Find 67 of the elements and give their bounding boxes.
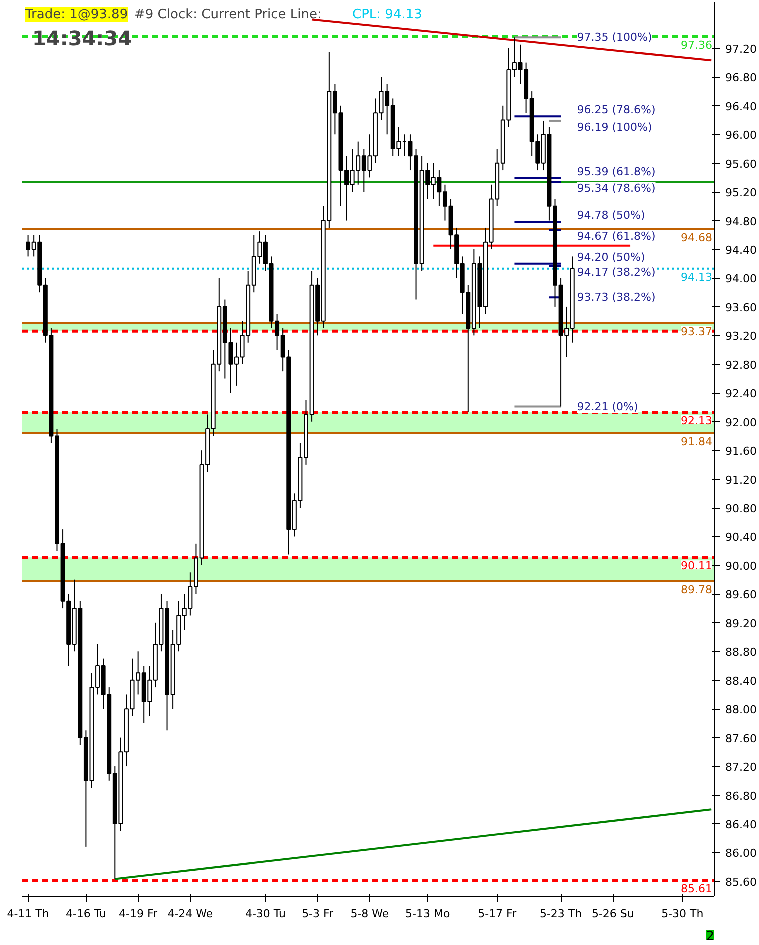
y-tick-label: 96.80 [726,72,757,85]
ref-line-label: 97.36 [681,38,713,52]
ref-line-label: 85.61 [681,882,713,896]
x-tick-label: 4-30 Tu [245,908,286,920]
y-tick-label: 95.20 [726,186,757,200]
x-tick-label: 4-16 Tu [66,908,106,920]
y-tick-label: 90.40 [726,531,757,544]
y-tick-label: 87.20 [726,761,757,774]
annotation: 92.21 (0%) [577,400,638,414]
annotation: 97.35 (100%) [577,31,652,44]
y-tick-label: 86.80 [726,790,757,803]
x-tick-label: 5-8 We [350,908,390,920]
annotation: CPL: 94.13 [352,8,422,22]
x-tick-label: 4-24 We [168,908,214,920]
annotation: 96.25 (78.6%) [577,104,656,117]
annotation: 96.19 (100%) [577,120,652,134]
x-tick-label: 5-30 Th [662,908,704,920]
x-tick-label: 5-26 Su [592,908,634,920]
y-tick-label: 90.80 [726,502,757,516]
ref-line-label: 94.13 [681,270,713,284]
annotation: #9 Clock: Current Price Line: [134,8,322,22]
annotation: 14:34:34 [32,26,132,50]
y-tick-label: 93.60 [726,301,757,314]
x-tick-label: 4-19 Fr [119,908,158,920]
text: 2 [706,930,715,944]
y-tick-label: 94.80 [726,215,757,228]
y-tick-label: 85.60 [726,876,757,889]
x-tick-label: 5-23 Th [540,908,582,920]
y-tick-label: 92.80 [726,358,757,372]
y-tick-label: 86.40 [726,818,757,832]
annotation: 94.78 (50%) [577,209,646,222]
ref-line-label: 92.13 [681,414,713,428]
x-tick-label: 4-11 Th [7,908,50,920]
y-tick-label: 89.60 [726,588,757,602]
y-tick-label: 88.40 [726,674,757,688]
ref-line-label: 94.68 [681,231,713,244]
ref-line-label: 93.37 [681,325,713,338]
y-tick-label: 91.60 [726,445,757,458]
x-tick-label: 5-3 Fr [302,908,334,920]
y-tick-label: 92.00 [726,416,757,430]
x-tick-label: 5-17 Fr [478,908,518,920]
y-tick-label: 95.60 [726,158,757,171]
annotation: Trade: 1@93.89 [24,8,128,22]
y-tick-label: 96.00 [726,129,757,142]
ref-line-label: 91.84 [681,435,713,448]
annotation: 95.39 (61.8%) [577,165,656,178]
y-tick-label: 91.20 [726,474,757,487]
y-tick-label: 94.00 [726,272,757,286]
annotation: 93.73 (38.2%) [577,291,656,304]
y-tick-label: 90.00 [726,560,757,573]
y-tick-label: 96.40 [726,100,757,114]
y-tick-label: 92.40 [726,388,757,401]
annotation: 94.17 (38.2%) [577,266,656,280]
y-tick-label: 87.60 [726,732,757,746]
annotation: 95.34 (78.6%) [577,182,656,196]
annotation: 94.20 (50%) [577,250,646,264]
x-tick-label: 5-13 Mo [406,908,450,920]
y-tick-label: 93.20 [726,330,757,344]
annotation: 94.67 (61.8%) [577,230,656,244]
y-tick-label: 86.00 [726,847,757,860]
y-tick-label: 97.20 [726,42,757,56]
y-tick-label: 94.40 [726,244,757,258]
ref-line-label: 90.11 [681,560,713,573]
y-tick-label: 88.80 [726,646,757,660]
y-tick-label: 88.00 [726,704,757,717]
ref-line-label: 89.78 [681,583,713,596]
y-tick-label: 89.20 [726,617,757,630]
